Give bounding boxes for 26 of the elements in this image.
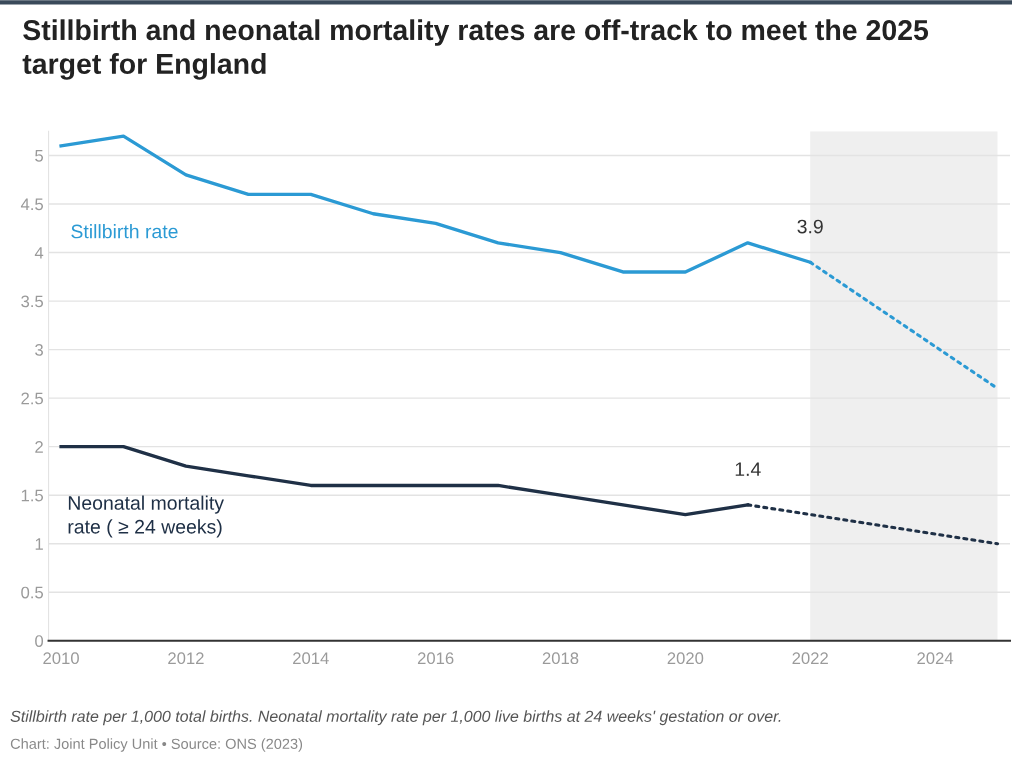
- y-tick-label: 0.5: [21, 586, 44, 599]
- annotation: 3.9: [797, 219, 823, 234]
- y-tick-label: 1.5: [21, 489, 44, 502]
- x-tick-label: 2022: [792, 652, 828, 665]
- series-label: Neonatal mortality rate ( ≥ 24 weeks): [68, 495, 224, 538]
- y-tick-label: 2: [35, 441, 43, 453]
- x-tick-label: 2024: [917, 652, 954, 665]
- text: Chart: Joint Policy Unit • Source: ONS (2023): [10, 738, 303, 752]
- x-tick-label: 2016: [417, 652, 454, 665]
- y-tick-label: 0: [35, 635, 44, 647]
- x-tick-label: 2020: [667, 652, 704, 665]
- x-tick-label: 2018: [542, 652, 579, 665]
- text: Stillbirth rate per 1,000 total births. Neonatal mortality rate per 1,000 live births at 24 weeks' gestation or over.: [10, 710, 781, 726]
- y-tick-label: 5: [35, 150, 44, 162]
- y-tick-label: 4.5: [20, 198, 44, 211]
- text: Stillbirth rate: [71, 224, 178, 239]
- y-tick-label: 1: [35, 538, 43, 550]
- annotation: 1.4: [735, 462, 761, 476]
- y-tick-label: 4: [34, 247, 44, 259]
- chart-title: Stillbirth and neonatal mortality rates are off-track to meet the 2025 target for England: [22, 19, 929, 80]
- x-tick-label: 2010: [43, 652, 79, 665]
- x-tick-label: 2014: [293, 652, 329, 665]
- y-tick-label: 3.5: [21, 295, 44, 308]
- x-tick-label: 2012: [168, 652, 204, 665]
- y-tick-label: 2.5: [21, 392, 44, 405]
- y-tick-label: 3: [35, 344, 43, 356]
